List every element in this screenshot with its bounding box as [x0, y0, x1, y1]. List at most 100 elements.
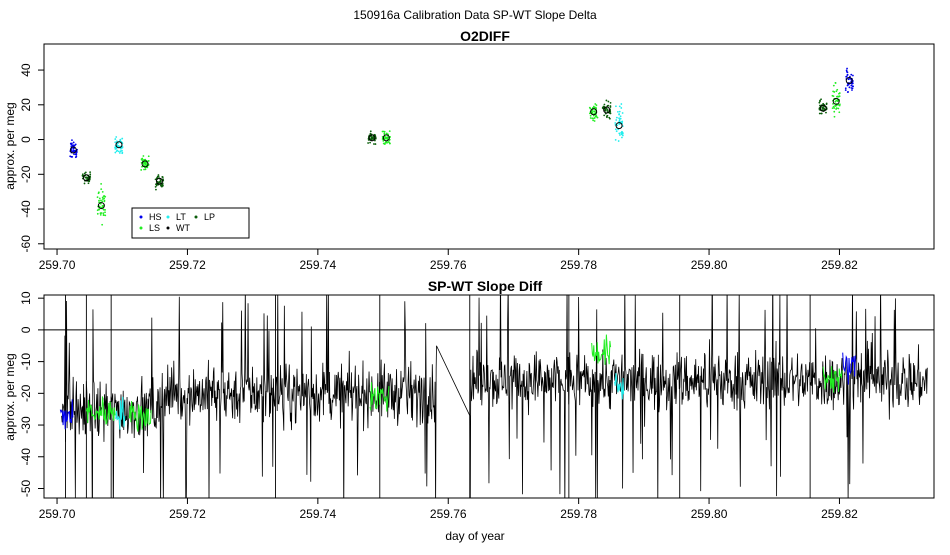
data-point-lp	[84, 171, 87, 174]
data-point-lp	[89, 173, 92, 176]
data-point-lt	[621, 136, 623, 139]
data-point-ls	[831, 107, 834, 110]
data-point-hs	[852, 85, 855, 88]
cluster-mean-marker	[615, 122, 623, 130]
slope-diff-y-axis-label: approx. per meg	[3, 353, 17, 440]
data-point-ls	[834, 104, 837, 107]
cluster-mean-marker	[115, 141, 123, 149]
data-point-lt	[615, 116, 618, 119]
data-point-ls	[833, 110, 836, 113]
slope-diff-x-tick-label: 259.70	[39, 507, 76, 521]
data-point-lt	[615, 119, 618, 121]
legend-hs-marker	[139, 215, 143, 219]
data-point-hs	[849, 78, 852, 80]
data-point-ls	[594, 103, 597, 105]
data-point-hs	[73, 153, 75, 156]
cluster-mean-marker	[845, 76, 853, 84]
data-point-ls	[144, 168, 147, 171]
slope-diff-x-tick-label: 259.78	[560, 507, 597, 521]
slope-diff-x-tick-label: 259.72	[169, 507, 206, 521]
overlay-segment-hs	[59, 399, 74, 430]
data-point-lt	[618, 132, 621, 135]
data-point-lp	[609, 101, 612, 104]
slope-diff-y-tick-label: -30	[19, 416, 33, 434]
data-point-ls	[593, 116, 596, 119]
data-point-lp	[607, 100, 610, 103]
data-point-ls	[386, 141, 388, 144]
data-point-lp	[374, 143, 377, 145]
o2diff-x-tick-label: 259.80	[691, 258, 728, 272]
data-point-hs	[850, 87, 853, 89]
data-point-hs	[71, 139, 73, 142]
data-point-ls	[594, 115, 597, 118]
data-point-ls	[104, 214, 107, 217]
legend-wt-marker	[166, 226, 170, 230]
data-point-ls	[385, 136, 388, 139]
o2diff-x-tick-label: 259.74	[299, 258, 336, 272]
data-point-lp	[84, 176, 87, 179]
cluster-mean-marker	[368, 134, 376, 142]
overlay-segment-lt	[614, 373, 625, 400]
data-point-hs	[848, 86, 851, 89]
cluster-mean-marker	[141, 160, 149, 168]
data-point-ls	[101, 204, 104, 207]
o2diff-y-tick-label: 40	[19, 63, 33, 77]
data-point-ls	[141, 165, 143, 168]
legend-lt-label: LT	[176, 212, 186, 222]
slope-diff-plot-frame	[43, 294, 935, 499]
data-point-ls	[98, 199, 100, 202]
slope-diff-x-axis: 259.70 259.72 259.74 259.76 259.78 259.80 259.…	[39, 498, 858, 521]
data-point-ls	[101, 196, 104, 199]
data-point-ls	[595, 107, 597, 110]
data-point-ls	[145, 164, 148, 167]
data-point-lp	[374, 134, 376, 136]
data-point-hs	[846, 74, 849, 77]
slope-diff-series-line	[61, 295, 928, 498]
o2diff-y-axis: -60 -40 -20 0 20 40	[19, 63, 44, 252]
data-point-ls	[834, 100, 837, 103]
data-point-hs	[851, 82, 854, 85]
o2diff-x-tick-label: 259.76	[430, 258, 467, 272]
data-point-ls	[832, 84, 835, 87]
data-point-lp	[157, 174, 160, 176]
data-point-hs	[850, 84, 853, 87]
data-point-ls	[834, 81, 837, 84]
data-point-lt	[618, 119, 621, 122]
slope-diff-y-tick-label: -40	[19, 448, 33, 466]
slope-diff-x-tick-label: 259.76	[430, 507, 467, 521]
data-point-hs	[70, 149, 73, 152]
data-point-ls	[838, 111, 841, 114]
data-point-lp	[609, 105, 612, 107]
data-point-ls	[591, 111, 594, 114]
data-point-lp	[369, 130, 372, 133]
data-point-ls	[591, 117, 594, 120]
data-point-ls	[832, 105, 835, 108]
data-point-lt	[618, 113, 620, 116]
data-point-ls	[838, 103, 841, 106]
data-point-lp	[81, 173, 84, 176]
data-point-lp	[606, 104, 609, 107]
data-point-lp	[818, 112, 821, 115]
overlay-segment-ls	[369, 382, 390, 412]
data-point-lt	[115, 150, 118, 153]
data-point-hs	[847, 91, 849, 93]
data-point-lp	[820, 112, 823, 115]
data-point-lp	[605, 115, 608, 118]
data-point-lt	[119, 139, 122, 142]
data-point-lp	[89, 171, 92, 174]
data-point-lp	[83, 182, 86, 185]
data-point-lt	[620, 107, 623, 109]
data-point-lt	[619, 115, 622, 118]
data-point-ls	[102, 212, 105, 215]
data-point-ls	[384, 137, 387, 140]
data-point-lp	[369, 141, 371, 144]
data-point-ls	[98, 208, 101, 211]
legend-lp-label: LP	[204, 212, 215, 222]
data-point-lp	[155, 188, 157, 191]
data-point-hs	[75, 155, 78, 158]
data-point-lt	[614, 128, 617, 131]
data-point-lp	[87, 182, 90, 185]
data-point-ls	[96, 196, 99, 199]
o2diff-x-tick-label: 259.72	[169, 258, 206, 272]
